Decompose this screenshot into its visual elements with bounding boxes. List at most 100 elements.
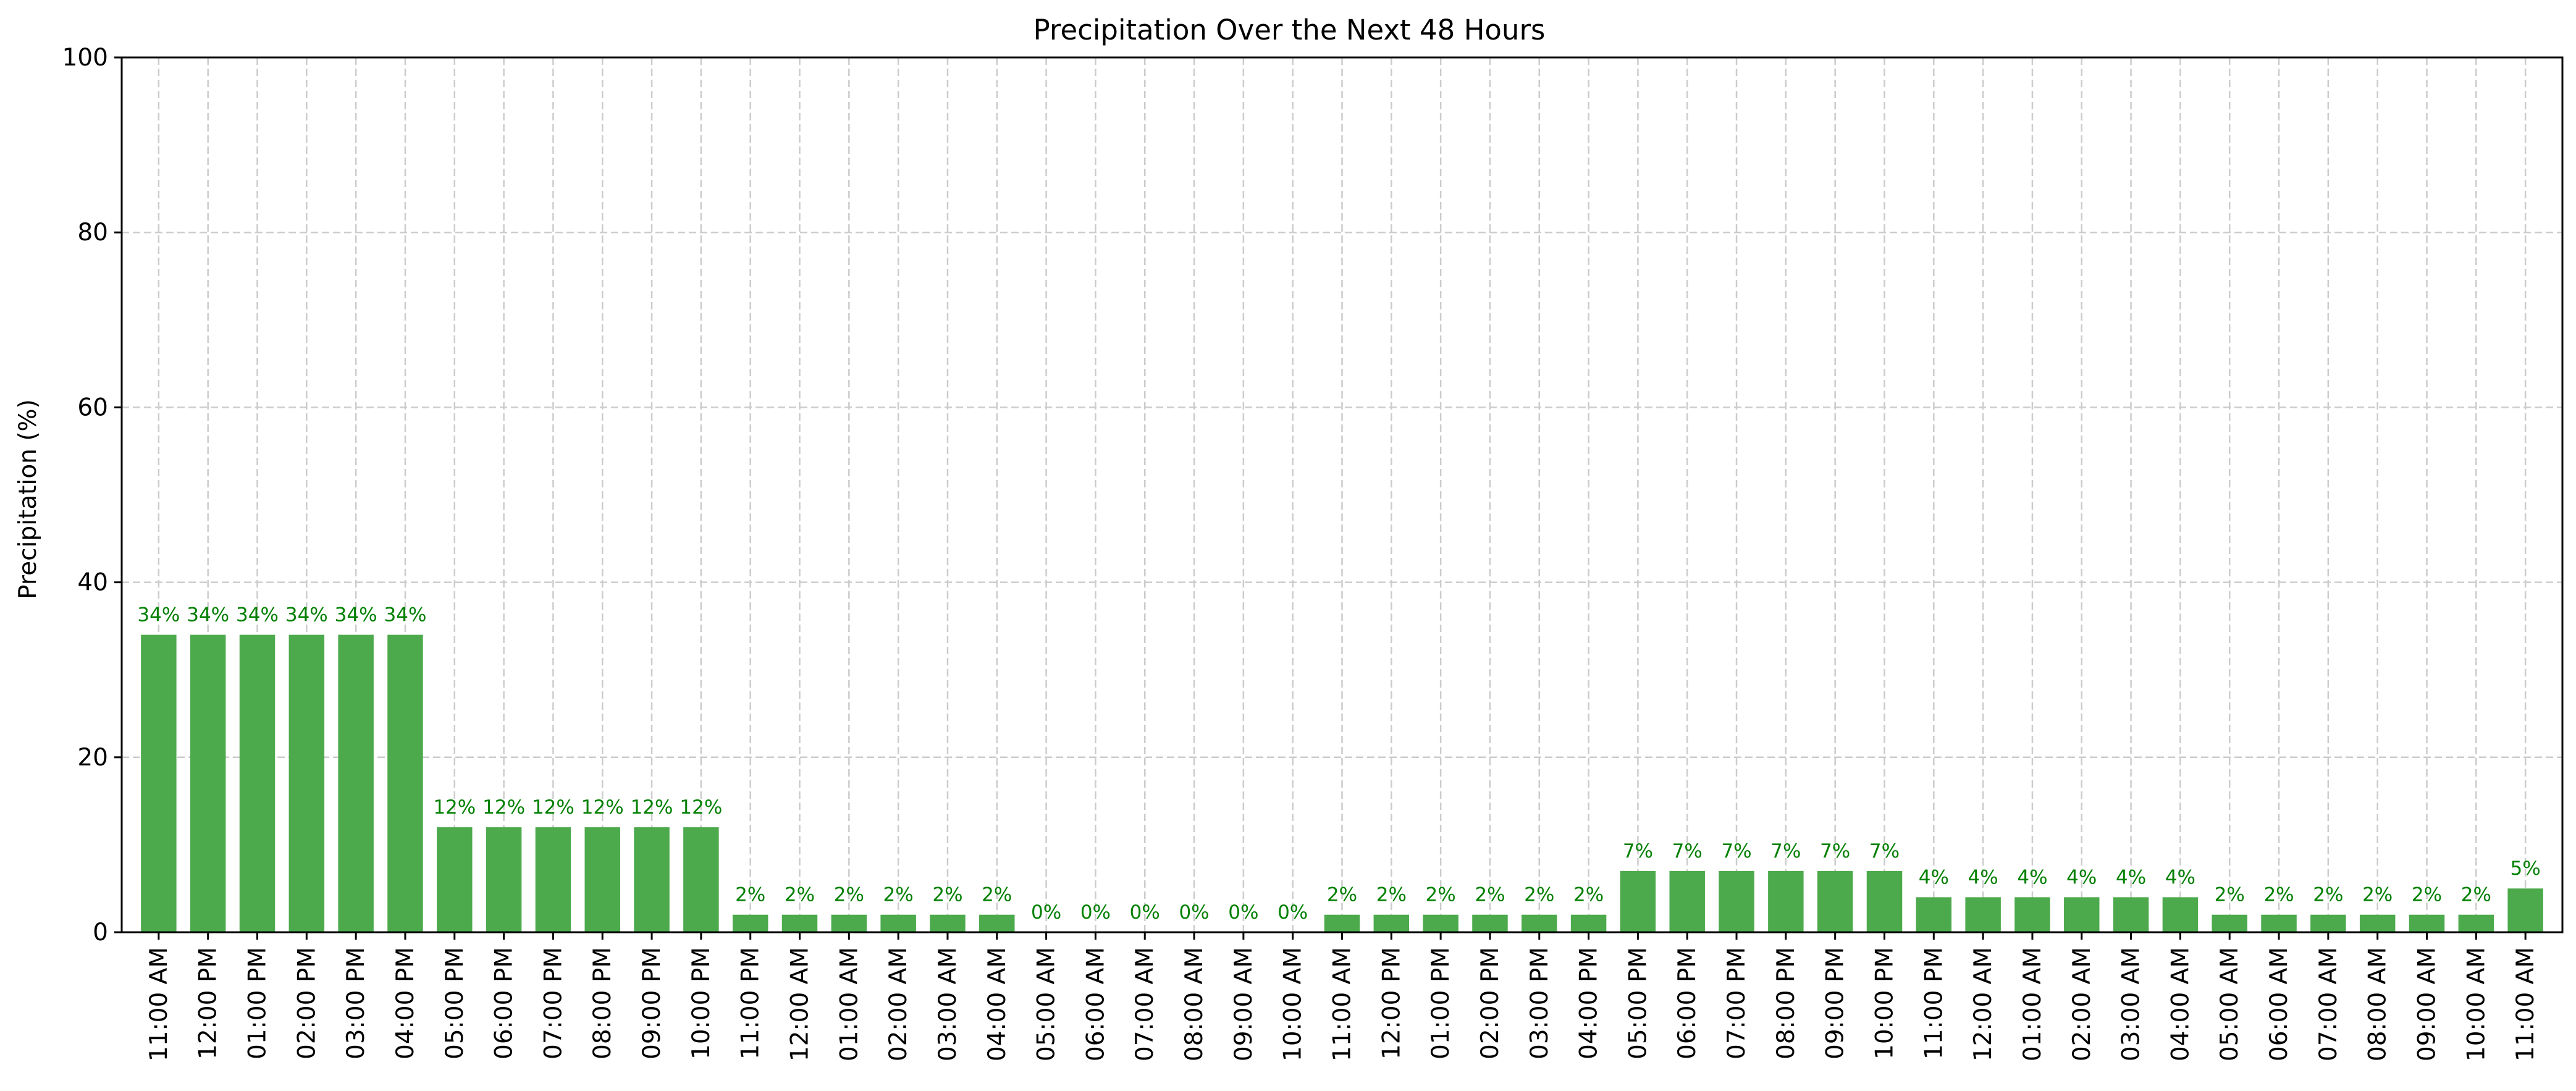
bar-value-label: 12% [532, 796, 575, 819]
bar-value-label: 12% [581, 796, 624, 819]
bar-value-label: 34% [335, 604, 377, 626]
bar-value-label: 2% [1327, 884, 1357, 906]
bar [2409, 914, 2445, 932]
y-axis-label: Precipitation (%) [14, 399, 42, 599]
bar-value-label: 12% [631, 796, 673, 819]
x-tick-label: 10:00 AM [2462, 947, 2490, 1061]
x-tick-label: 05:00 AM [2216, 947, 2244, 1061]
bar [1522, 914, 1557, 932]
x-tick-label: 06:00 AM [2265, 947, 2293, 1061]
bar [2310, 914, 2346, 932]
bar-value-label: 0% [1130, 901, 1160, 924]
y-tick-label: 20 [77, 744, 108, 772]
x-tick-label: 04:00 PM [392, 947, 419, 1059]
bar-value-label: 2% [2215, 884, 2245, 906]
x-tick-label: 11:00 AM [1329, 947, 1357, 1061]
bar [930, 914, 966, 932]
bar-value-label: 34% [236, 604, 279, 626]
bar [437, 827, 473, 932]
bar-value-label: 2% [1524, 884, 1554, 906]
x-tick-label: 10:00 AM [1279, 947, 1307, 1061]
bar [288, 634, 325, 932]
x-tick-label: 08:00 AM [1181, 947, 1208, 1061]
bar-value-label: 2% [2412, 884, 2442, 906]
bar-value-label: 34% [187, 604, 229, 626]
bar [732, 914, 768, 932]
y-tick-label: 0 [93, 919, 108, 946]
x-tick-label: 02:00 AM [2068, 947, 2096, 1061]
bar [1324, 914, 1360, 932]
bar-value-label: 0% [1228, 901, 1258, 924]
bar-value-label: 34% [285, 604, 328, 626]
bar-value-label: 7% [1721, 840, 1751, 862]
bar-value-label: 2% [2263, 884, 2294, 906]
x-tick-label: 07:00 AM [2315, 947, 2342, 1061]
x-tick-label: 01:00 PM [1427, 947, 1455, 1059]
y-tick-label: 100 [62, 44, 108, 72]
bar-value-label: 2% [2313, 884, 2343, 906]
data-labels: 34% 34% 34% 34% 34% 34% 12% 12% 12% 12% 12% 12% 2% 2%… [137, 604, 2540, 924]
bar-value-label: 2% [735, 884, 765, 906]
bar-value-label: 7% [1672, 840, 1703, 862]
x-tick-label: 03:00 PM [342, 947, 370, 1059]
bar [2162, 897, 2199, 932]
x-tick-label: 02:00 PM [1476, 947, 1504, 1059]
bar-value-label: 7% [1623, 840, 1653, 862]
bar [683, 827, 719, 932]
x-tick-label: 11:00 PM [1920, 947, 1948, 1059]
bar-value-label: 2% [1475, 884, 1505, 906]
bar-value-label: 4% [2116, 866, 2146, 888]
bar-value-label: 12% [433, 796, 476, 819]
bar-value-label: 2% [883, 884, 914, 906]
x-tick-label: 04:00 AM [2166, 947, 2194, 1061]
bar-value-label: 4% [1968, 866, 1998, 888]
x-tick-label: 10:00 PM [1871, 947, 1899, 1059]
bar [2458, 914, 2494, 932]
grid [122, 56, 2562, 933]
x-tick-label: 12:00 AM [1969, 947, 1997, 1061]
bar [1373, 914, 1410, 932]
bar-value-label: 2% [2461, 884, 2491, 906]
x-tick-label: 06:00 AM [1082, 947, 1109, 1061]
bar-value-label: 2% [785, 884, 815, 906]
bar-value-label: 2% [982, 884, 1012, 906]
x-tick-label: 10:00 PM [688, 947, 715, 1059]
x-tick-label: 07:00 PM [1723, 947, 1751, 1059]
x-tick-label: 12:00 AM [786, 947, 814, 1061]
bar [2507, 888, 2543, 932]
y-tick-label: 60 [77, 394, 108, 421]
bar-value-label: 12% [680, 796, 722, 819]
bar [141, 634, 177, 932]
bar [486, 827, 522, 932]
bar-value-label: 4% [2017, 866, 2047, 888]
bar [1817, 870, 1853, 932]
bar-value-label: 12% [482, 796, 525, 819]
x-tick-label: 12:00 PM [1378, 947, 1405, 1059]
x-tick-label: 04:00 PM [1575, 947, 1603, 1059]
bar [1768, 870, 1804, 932]
chart-title: Precipitation Over the Next 48 Hours [1033, 14, 1546, 46]
bar [1916, 897, 1952, 932]
bar [634, 827, 670, 932]
bar [1866, 870, 1903, 932]
bar [1965, 897, 2001, 932]
x-tick-label: 01:00 PM [244, 947, 272, 1059]
x-tick-label: 01:00 AM [2019, 947, 2047, 1061]
bar-value-label: 34% [137, 604, 180, 626]
bar [2064, 897, 2100, 932]
bar [1423, 914, 1458, 932]
bar-value-label: 4% [2066, 866, 2097, 888]
x-tick-label: 09:00 PM [1822, 947, 1850, 1059]
bar [1669, 870, 1705, 932]
x-axis-ticks: 11:00 AM 12:00 PM 01:00 PM 02:00 PM 03:00 PM… [145, 932, 2540, 1061]
x-tick-label: 08:00 PM [589, 947, 617, 1059]
bar [1620, 870, 1656, 932]
bar [781, 914, 818, 932]
bar [831, 914, 867, 932]
bar-value-label: 7% [1770, 840, 1801, 862]
bar-value-label: 2% [2362, 884, 2393, 906]
x-tick-label: 04:00 AM [983, 947, 1011, 1061]
x-tick-label: 05:00 AM [1033, 947, 1061, 1061]
x-tick-label: 09:00 PM [638, 947, 666, 1059]
